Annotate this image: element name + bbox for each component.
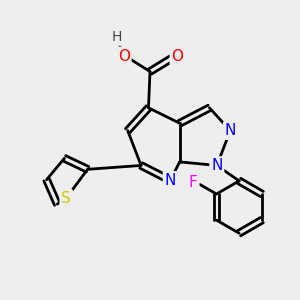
Text: N: N [164, 173, 176, 188]
Text: H: H [112, 30, 122, 44]
Text: N: N [211, 158, 223, 173]
Text: O: O [171, 49, 183, 64]
Text: O: O [118, 49, 130, 64]
Text: S: S [61, 191, 71, 206]
Text: F: F [189, 175, 198, 190]
Text: N: N [225, 123, 236, 138]
